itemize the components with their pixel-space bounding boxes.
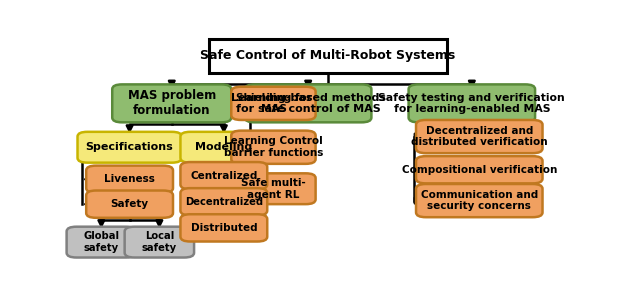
FancyBboxPatch shape bbox=[112, 84, 231, 122]
Text: Compositional verification: Compositional verification bbox=[401, 165, 557, 175]
Text: Global
safety: Global safety bbox=[83, 231, 119, 253]
FancyBboxPatch shape bbox=[86, 191, 173, 218]
FancyBboxPatch shape bbox=[180, 132, 268, 163]
FancyBboxPatch shape bbox=[125, 227, 194, 257]
FancyBboxPatch shape bbox=[77, 132, 182, 163]
Text: Decentralized and
distributed verification: Decentralized and distributed verificati… bbox=[411, 126, 548, 147]
FancyBboxPatch shape bbox=[416, 156, 543, 183]
Text: Distributed: Distributed bbox=[191, 223, 257, 233]
Text: Safe Control of Multi-Robot Systems: Safe Control of Multi-Robot Systems bbox=[200, 49, 456, 63]
Text: Safety testing and verification
for learning-enabled MAS: Safety testing and verification for lear… bbox=[378, 93, 565, 114]
Text: Local
safety: Local safety bbox=[142, 231, 177, 253]
FancyBboxPatch shape bbox=[180, 214, 268, 241]
Text: Centralized: Centralized bbox=[190, 171, 257, 181]
Text: Liveness: Liveness bbox=[104, 174, 155, 184]
Text: Specifications: Specifications bbox=[86, 142, 173, 152]
Text: Learning Control
barrier functions: Learning Control barrier functions bbox=[224, 136, 323, 158]
FancyBboxPatch shape bbox=[180, 162, 268, 189]
Text: Safe multi-
agent RL: Safe multi- agent RL bbox=[241, 178, 306, 200]
FancyBboxPatch shape bbox=[245, 84, 371, 122]
FancyBboxPatch shape bbox=[416, 120, 543, 153]
FancyBboxPatch shape bbox=[416, 184, 543, 217]
Text: Decentralized: Decentralized bbox=[185, 197, 263, 207]
Text: Modeling: Modeling bbox=[195, 142, 252, 152]
FancyBboxPatch shape bbox=[231, 131, 316, 164]
FancyBboxPatch shape bbox=[408, 84, 535, 122]
FancyBboxPatch shape bbox=[86, 166, 173, 193]
FancyBboxPatch shape bbox=[180, 188, 268, 215]
Text: Safety: Safety bbox=[111, 199, 148, 209]
FancyBboxPatch shape bbox=[231, 87, 316, 120]
Text: MAS problem
formulation: MAS problem formulation bbox=[127, 89, 216, 117]
FancyBboxPatch shape bbox=[209, 39, 447, 72]
FancyBboxPatch shape bbox=[67, 227, 136, 257]
FancyBboxPatch shape bbox=[231, 173, 316, 204]
Text: Learning-based methods
for safe control of MAS: Learning-based methods for safe control … bbox=[230, 93, 386, 114]
Text: Shielding for
MAS: Shielding for MAS bbox=[236, 93, 312, 114]
Text: Communication and
security concerns: Communication and security concerns bbox=[420, 190, 538, 211]
